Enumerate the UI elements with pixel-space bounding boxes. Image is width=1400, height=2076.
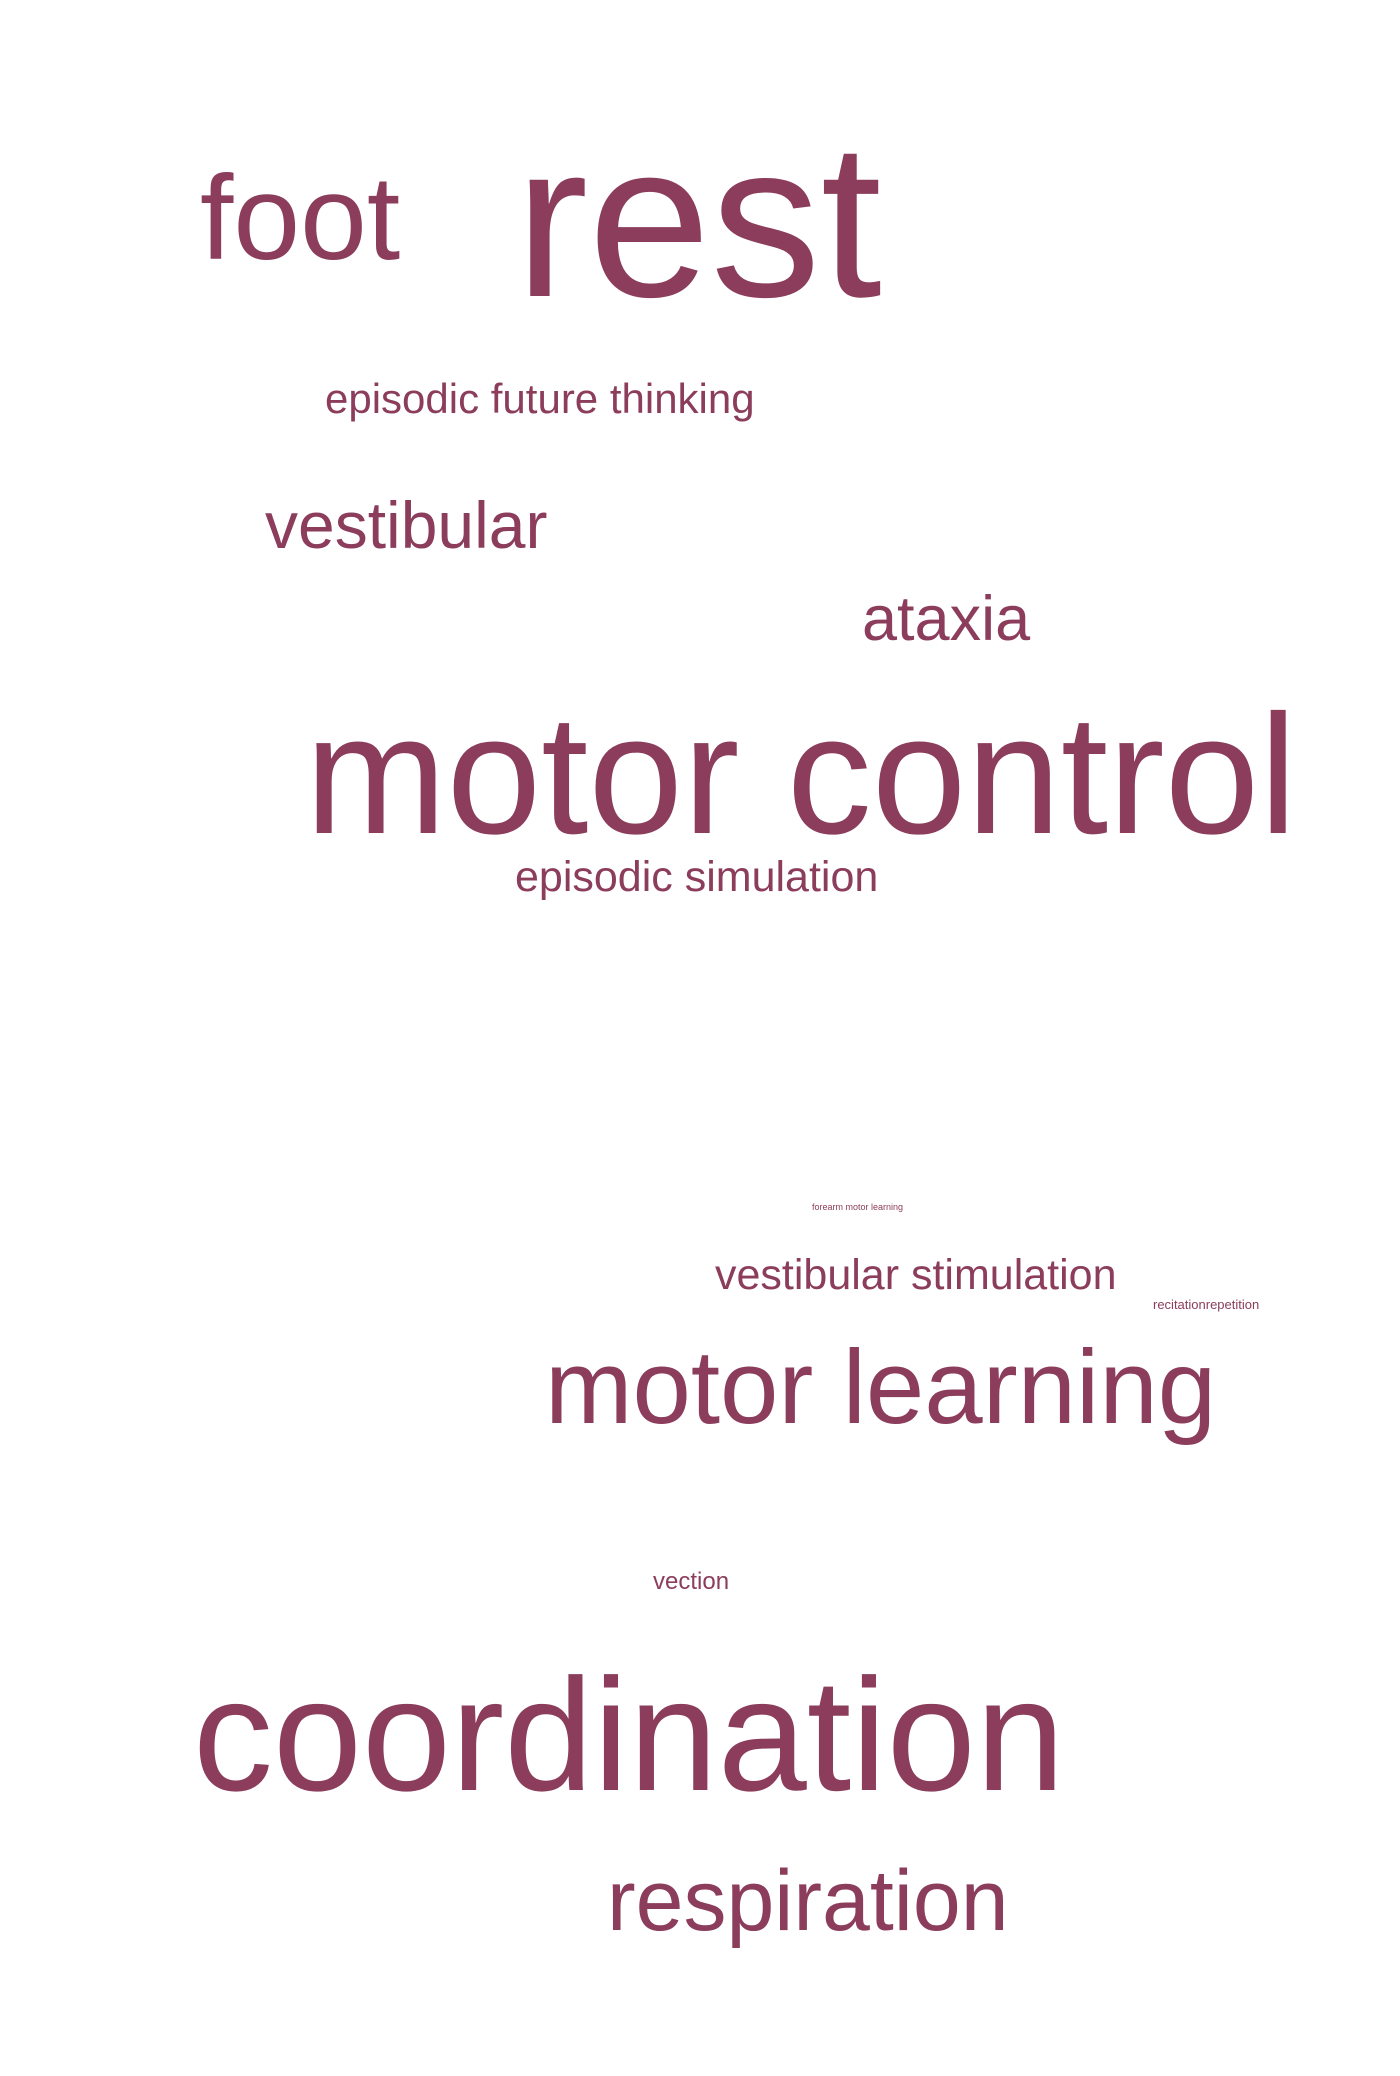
word-episodic-future-thinking: episodic future thinking bbox=[325, 375, 755, 422]
word-rest: rest bbox=[515, 97, 882, 343]
word-respiration: respiration bbox=[607, 1853, 1009, 1949]
word-vection: vection bbox=[653, 1568, 730, 1595]
word-motor-control: motor control bbox=[305, 680, 1298, 870]
word-motor-learning: motor learning bbox=[545, 1329, 1217, 1446]
word-vestibular: vestibular bbox=[265, 488, 548, 562]
word-coordination: coordination bbox=[193, 1645, 1065, 1824]
word-vestibular-stimulation: vestibular stimulation bbox=[715, 1251, 1117, 1299]
word-foot: foot bbox=[200, 151, 401, 285]
word-episodic-simulation: episodic simulation bbox=[515, 853, 879, 901]
word-ataxia: ataxia bbox=[862, 584, 1031, 654]
word-tiny-term: forearm motor learning bbox=[812, 1202, 904, 1212]
word-recitation-repetition: recitationrepetition bbox=[1153, 1297, 1260, 1312]
